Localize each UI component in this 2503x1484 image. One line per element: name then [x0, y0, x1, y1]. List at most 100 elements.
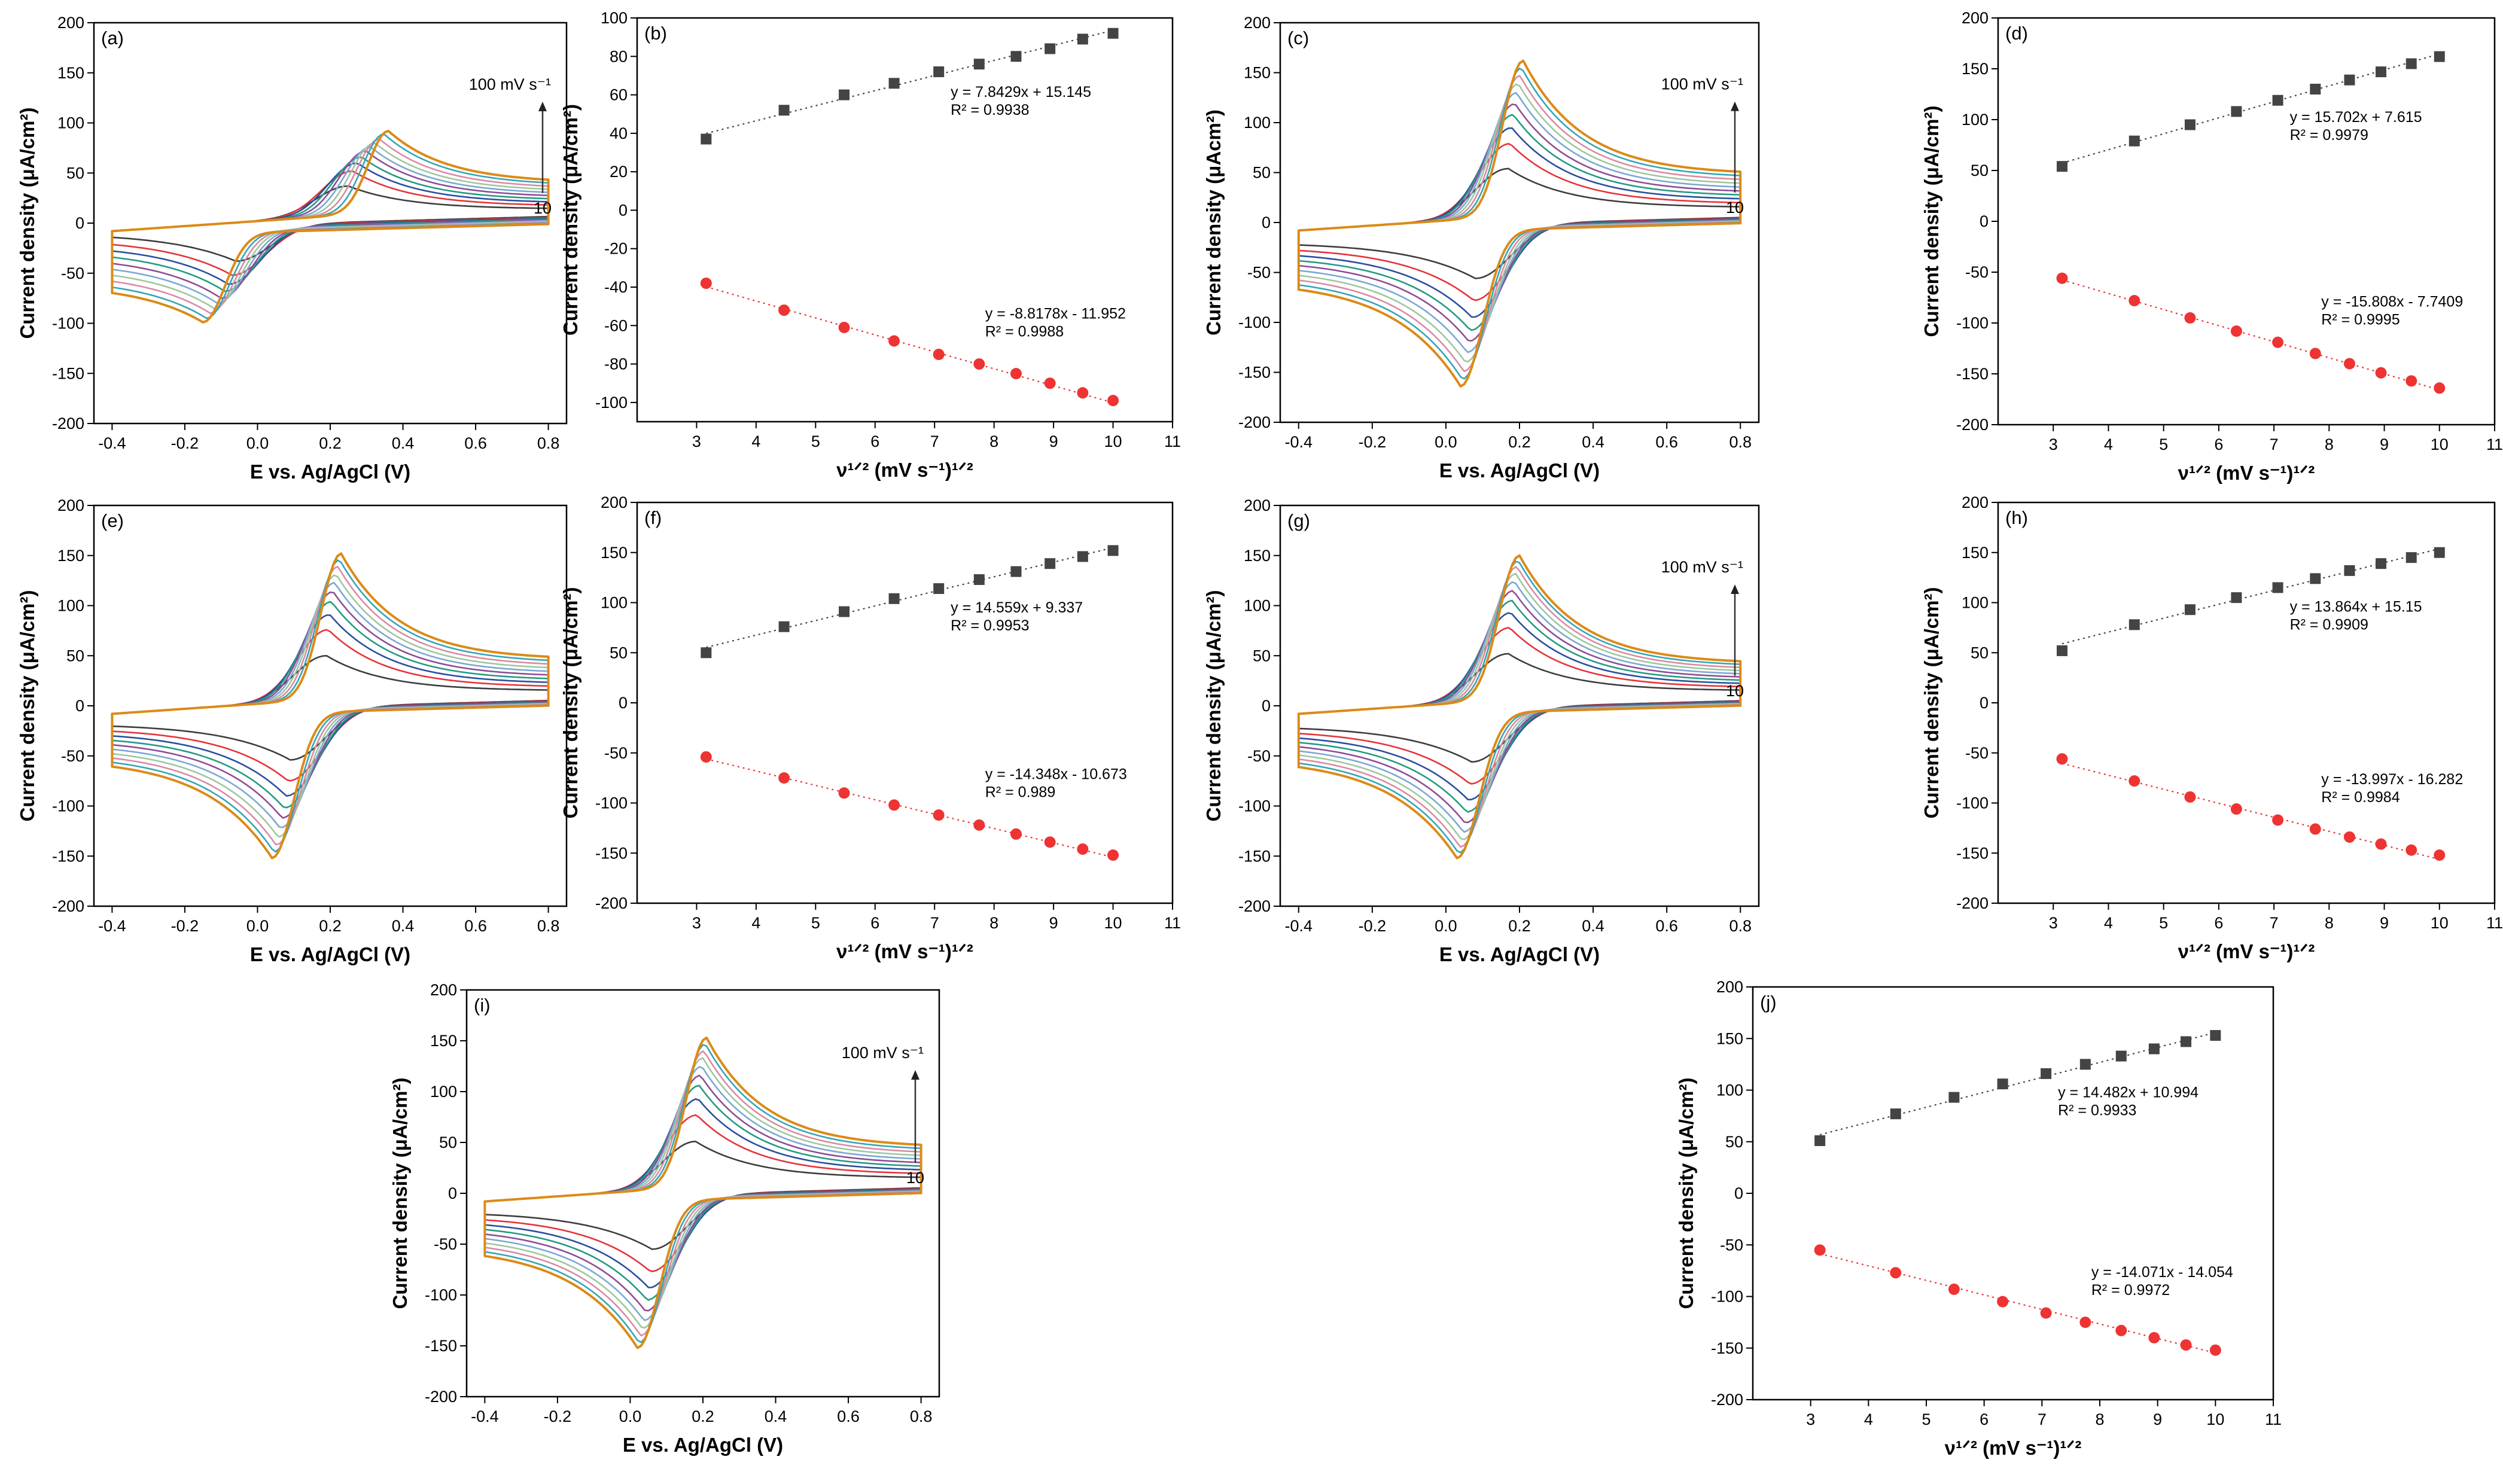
cathodic-point: [2184, 791, 2196, 803]
y-tick-label: 50: [66, 164, 84, 182]
y-tick-label: 200: [601, 493, 628, 511]
cv-curve-100mv: [1297, 59, 1742, 388]
y-tick-label: 50: [1725, 1133, 1743, 1151]
x-axis-title: E vs. Ag/AgCl (V): [1439, 459, 1600, 482]
x-tick-label: 4: [2104, 435, 2113, 453]
y-tick-label: 0: [619, 694, 628, 712]
plot-area: 100 mV s⁻¹ 10: [483, 1036, 924, 1349]
x-tick-label: 5: [811, 914, 820, 932]
x-tick-label: 0.0: [619, 1407, 642, 1425]
y-tick-label: 50: [1253, 164, 1271, 182]
cv-curve-100mv: [111, 552, 550, 860]
y-tick-label: 80: [610, 47, 628, 65]
cathodic-point: [838, 787, 850, 799]
panel-e: -0.4 -0.2 0.0 0.2 0.4 0.6 0.8 -200 -150 -100 -50 0 5…: [16, 496, 568, 965]
cathodic-point: [1814, 1244, 1826, 1256]
x-tick-label: 0.4: [1582, 917, 1604, 935]
x-tick-label: -0.2: [1359, 433, 1387, 451]
cathodic-point: [2434, 382, 2446, 394]
anodic-point: [2231, 106, 2242, 117]
y-tick-label: -100: [1956, 314, 1989, 332]
x-tick-label: 6: [870, 914, 879, 932]
anodic-point: [1010, 51, 1022, 62]
cathodic-point: [2343, 358, 2355, 370]
anodic-point: [2184, 119, 2196, 130]
panel-label: (i): [474, 995, 491, 1016]
y-axis-title: Current density (μA/cm²): [1202, 590, 1225, 822]
x-tick-label: 3: [1806, 1410, 1815, 1428]
anodic-fit-equation: y = 14.482x + 10.994: [2058, 1084, 2199, 1101]
y-tick-label: -150: [595, 844, 628, 862]
x-tick-label: 0.8: [537, 434, 560, 452]
x-axis-title: E vs. Ag/AgCl (V): [250, 943, 410, 965]
anodic-fit-r2: R² = 0.9938: [951, 102, 1029, 118]
cathodic-point: [2115, 1324, 2127, 1336]
y-tick-label: 0: [448, 1184, 457, 1202]
anodic-point: [933, 583, 945, 595]
x-tick-label: 0.2: [319, 434, 342, 452]
scan-rate-arrow-head: [1731, 101, 1739, 111]
cathodic-point: [888, 799, 900, 811]
plot-frame: [636, 501, 1174, 904]
y-tick-label: 100: [601, 594, 628, 612]
y-tick-label: -150: [425, 1337, 457, 1355]
anodic-point: [2376, 558, 2387, 569]
x-tick-label: 9: [2380, 435, 2389, 453]
scan-rate-arrow-head: [1731, 584, 1739, 594]
x-tick-label: 8: [2095, 1410, 2104, 1428]
panel-label: (c): [1287, 28, 1309, 48]
y-tick-label: 0: [619, 201, 628, 219]
anodic-point: [778, 105, 790, 116]
x-tick-label: 0.0: [246, 434, 269, 452]
cathodic-point: [2434, 849, 2446, 861]
cathodic-point: [1107, 849, 1119, 861]
scan-rate-top-label: 100 mV s⁻¹: [1661, 75, 1743, 93]
y-axis-title: Current density (μA/cm²): [389, 1078, 411, 1309]
anodic-point: [1045, 43, 1056, 54]
scan-rate-bottom-label: 10: [906, 1169, 924, 1187]
anodic-point: [2056, 161, 2067, 172]
y-tick-label: 50: [610, 644, 628, 662]
y-tick-label: -150: [52, 847, 84, 865]
y-tick-label: 0: [1980, 694, 1989, 712]
y-tick-label: -50: [1247, 264, 1271, 282]
x-tick-label: -0.2: [171, 434, 199, 452]
x-tick-label: 10: [1104, 432, 1122, 450]
y-tick-label: -20: [604, 240, 628, 258]
x-tick-label: 8: [989, 432, 998, 450]
cathodic-point: [933, 349, 945, 360]
x-tick-label: 8: [989, 914, 998, 932]
cathodic-fit-line: [706, 286, 1113, 404]
plot-area: [111, 552, 550, 860]
y-tick-label: -100: [1238, 313, 1271, 331]
plot-frame: [636, 17, 1174, 423]
x-tick-label: 4: [2104, 914, 2113, 932]
y-tick-label: 0: [1262, 697, 1271, 715]
x-tick-label: -0.2: [171, 917, 199, 935]
cathodic-point: [2040, 1307, 2052, 1319]
y-tick-label: 150: [1244, 64, 1271, 82]
cathodic-fit-r2: R² = 0.9995: [2321, 311, 2400, 328]
cathodic-point: [2375, 367, 2387, 379]
x-tick-label: 0.4: [1582, 433, 1604, 451]
panel-label: (e): [101, 510, 124, 531]
cathodic-point: [2056, 753, 2068, 765]
cathodic-point: [700, 278, 712, 290]
x-tick-label: -0.4: [1285, 433, 1313, 451]
cathodic-fit-r2: R² = 0.9972: [2091, 1282, 2170, 1299]
anodic-point: [973, 59, 985, 70]
y-tick-label: -50: [1965, 744, 1989, 762]
x-tick-label: -0.4: [1285, 917, 1313, 935]
anodic-point: [1890, 1108, 1901, 1120]
anodic-point: [2115, 1050, 2127, 1062]
y-tick-label: 200: [57, 14, 84, 32]
y-tick-label: 200: [430, 981, 457, 999]
y-tick-label: -100: [1956, 794, 1989, 812]
x-tick-label: 11: [1164, 432, 1181, 450]
x-tick-label: 11: [1164, 914, 1181, 932]
y-tick-label: 200: [1962, 9, 1989, 27]
